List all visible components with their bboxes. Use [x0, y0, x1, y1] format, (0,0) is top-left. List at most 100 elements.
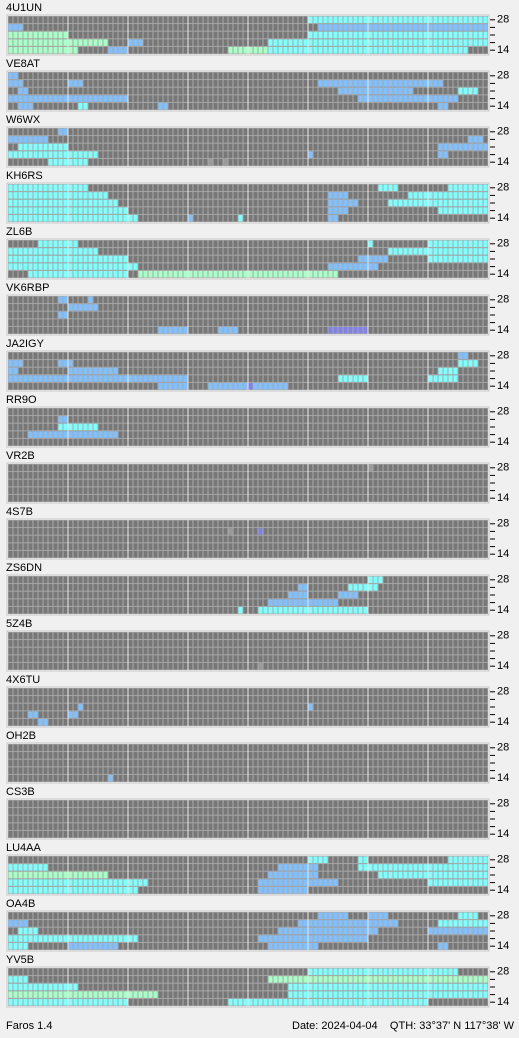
signal-cell [13, 184, 18, 192]
signal-cell [433, 31, 438, 39]
signal-cell [338, 976, 343, 983]
signal-cell [373, 87, 378, 95]
signal-cell [103, 935, 108, 942]
signal-cell [428, 871, 433, 879]
signal-cell [373, 920, 378, 927]
signal-cell [333, 207, 338, 214]
signal-cell [343, 591, 348, 599]
signal-cell [463, 864, 468, 871]
signal-cell [433, 968, 438, 976]
signal-cell [78, 80, 83, 87]
signal-cell [313, 968, 318, 976]
signal-cell [478, 991, 483, 998]
signal-cell [353, 983, 358, 991]
signal-cell [28, 871, 33, 879]
signal-cell [393, 184, 398, 192]
signal-cell [473, 912, 478, 920]
signal-cell [438, 39, 443, 46]
signal-cell [308, 998, 313, 1006]
signal-cell [138, 991, 143, 998]
signal-cell [383, 87, 388, 95]
signal-cell [43, 240, 48, 248]
signal-cell [143, 270, 148, 278]
signal-cell [368, 464, 373, 472]
signal-cell [318, 912, 323, 920]
signal-cell [18, 360, 23, 367]
signal-cell [78, 871, 83, 879]
signal-cell [8, 80, 13, 87]
signal-cell [323, 599, 328, 606]
signal-cell [133, 935, 138, 942]
signal-cell [328, 935, 333, 942]
signal-cell [68, 207, 73, 214]
signal-cell [483, 871, 488, 879]
signal-cell [58, 998, 63, 1006]
signal-cell [18, 31, 23, 39]
signal-cell [328, 920, 333, 927]
signal-cell [298, 584, 303, 591]
signal-cell [323, 24, 328, 31]
signal-cell [18, 935, 23, 942]
signal-cell [328, 976, 333, 983]
signal-cell [128, 375, 133, 382]
signal-cell [358, 927, 363, 935]
signal-cell [238, 270, 243, 278]
signal-cell [483, 39, 488, 46]
signal-cell [178, 382, 183, 390]
signal-cell [168, 326, 173, 334]
signal-cell [433, 16, 438, 24]
signal-cell [353, 199, 358, 207]
signal-cell [418, 199, 423, 207]
signal-cell [18, 24, 23, 31]
signal-cell [323, 935, 328, 942]
signal-cell [78, 263, 83, 270]
signal-cell [13, 871, 18, 879]
signal-cell [483, 16, 488, 24]
signal-cell [38, 991, 43, 998]
signal-cell [63, 207, 68, 214]
signal-cell [453, 31, 458, 39]
signal-cell [268, 606, 273, 614]
signal-cell [368, 31, 373, 39]
signal-cell [88, 151, 93, 158]
signal-cell [313, 39, 318, 46]
signal-cell [93, 304, 98, 311]
signal-cell [58, 416, 63, 423]
signal-cell [218, 270, 223, 278]
signal-cell [448, 927, 453, 935]
signal-cell [418, 871, 423, 879]
signal-cell [478, 136, 483, 143]
signal-cell [413, 864, 418, 871]
signal-cell [228, 998, 233, 1006]
signal-cell [468, 976, 473, 983]
signal-cell [33, 270, 38, 278]
signal-cell [128, 263, 133, 270]
signal-cell [478, 24, 483, 31]
signal-cell [288, 270, 293, 278]
signal-cell [63, 270, 68, 278]
signal-cell [438, 942, 443, 950]
signal-cell [63, 886, 68, 894]
signal-cell [373, 95, 378, 102]
signal-cell [253, 46, 258, 54]
signal-cell [33, 375, 38, 382]
signal-cell [373, 968, 378, 976]
signal-cell [478, 192, 483, 199]
signal-cell [383, 864, 388, 871]
grid-border [6, 126, 490, 168]
qth: QTH: 33°37' N 117°38' W [390, 1020, 515, 1032]
signal-cell [63, 214, 68, 222]
signal-cell [463, 871, 468, 879]
signal-cell [338, 39, 343, 46]
signal-cell [383, 31, 388, 39]
signal-cell [373, 31, 378, 39]
signal-cell [423, 998, 428, 1006]
signal-cell [358, 87, 363, 95]
signal-cell [28, 991, 33, 998]
signal-cell [283, 927, 288, 935]
signal-cell [433, 991, 438, 998]
signal-cell [18, 87, 23, 95]
signal-cell [293, 879, 298, 886]
signal-cell [358, 255, 363, 263]
